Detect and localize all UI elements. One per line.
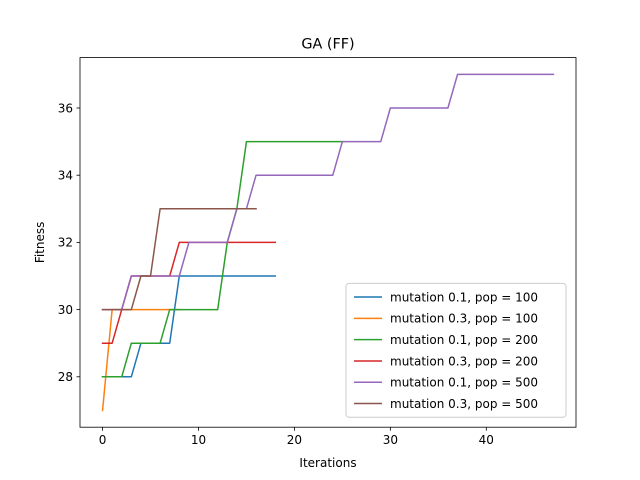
legend-box [345,282,567,418]
series-line-5 [101,73,555,311]
series-line-1 [101,275,276,378]
y-tick-label: 34 [58,169,73,183]
legend: mutation 0.1, pop = 100 mutation 0.3, pop… [345,282,567,418]
legend-label: mutation 0.1, pop = 200 [390,333,538,347]
series-lines [101,73,555,412]
legend-label: mutation 0.3, pop = 200 [390,354,538,368]
legend-label: mutation 0.1, pop = 500 [390,376,538,390]
y-tick-label: 30 [58,303,73,317]
series-line-3 [101,140,344,378]
x-tick-label: 30 [383,433,398,447]
x-axis-ticks: 0 10 20 30 40 [99,427,494,447]
legend-label: mutation 0.3, pop = 100 [390,312,538,326]
y-axis-ticks: 28 30 32 34 36 [58,101,80,384]
legend-label: mutation 0.1, pop = 100 [390,290,538,304]
x-tick-label: 10 [191,433,206,447]
legend-label: mutation 0.3, pop = 500 [390,397,538,411]
chart-title: GA (FF) [301,37,354,53]
x-axis-label: Iterations [299,456,356,470]
y-tick-label: 36 [58,101,73,115]
x-tick-label: 0 [99,433,107,447]
y-tick-label: 28 [58,370,73,384]
y-tick-label: 32 [58,236,73,250]
x-tick-label: 20 [287,433,302,447]
y-axis-label: Fitness [33,222,47,264]
series-line-6 [101,208,257,311]
x-tick-label: 40 [479,433,494,447]
